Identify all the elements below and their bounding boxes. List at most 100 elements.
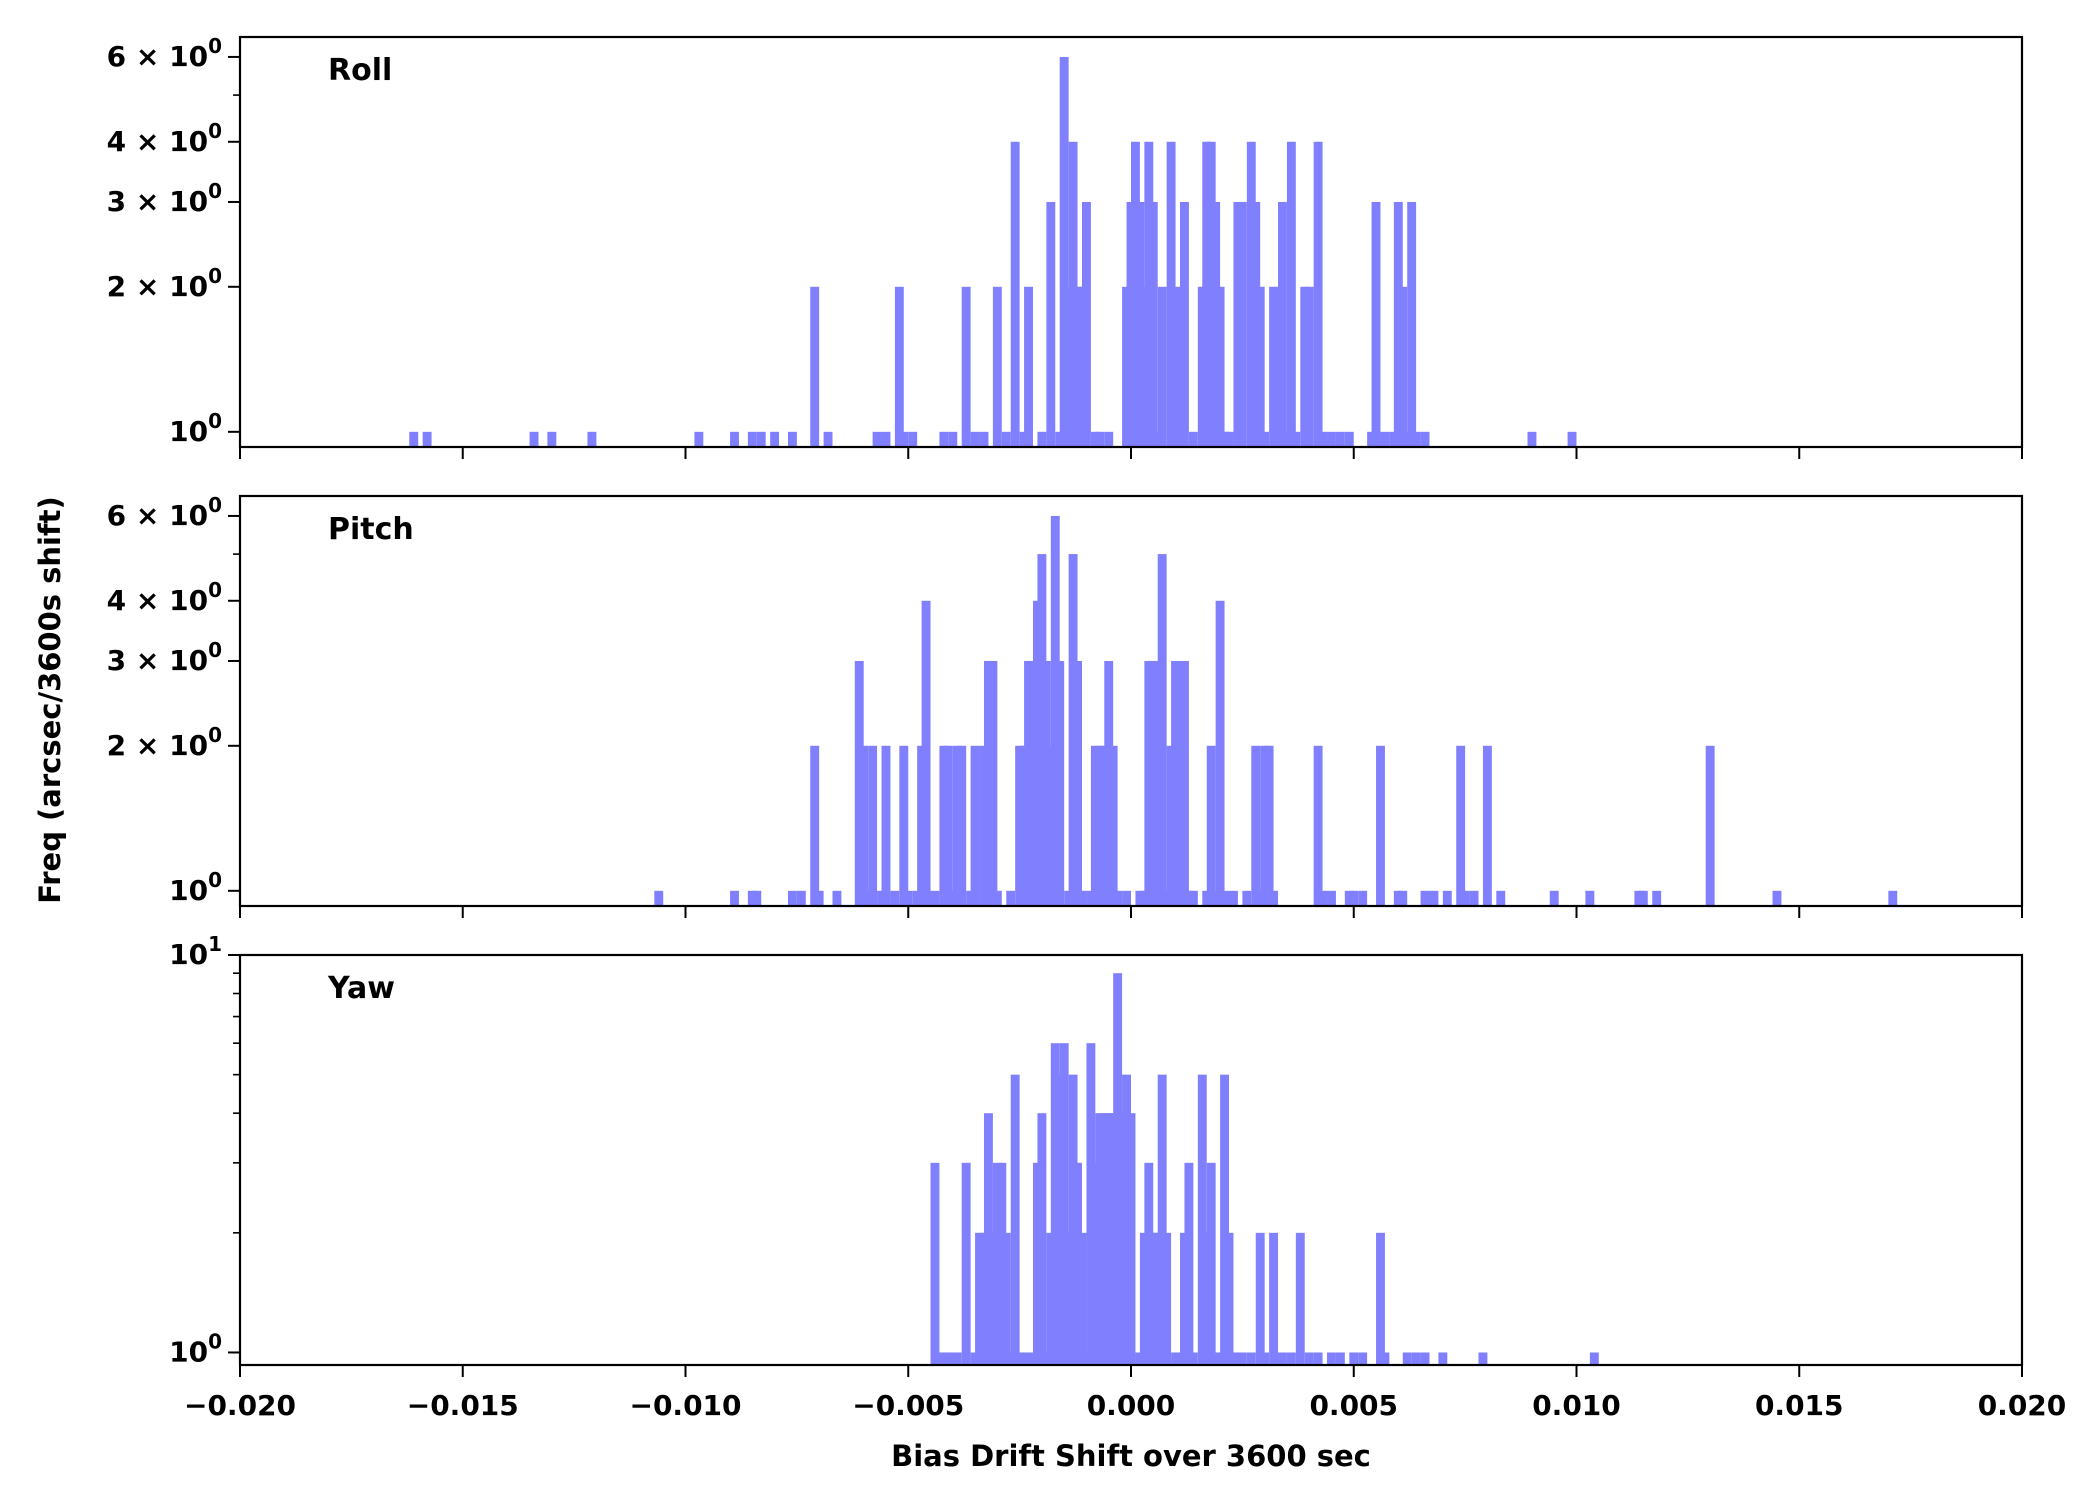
histogram-bar [1139,286,1149,447]
histogram-bar [832,890,842,906]
y-tick-label: 2 × 100 [107,723,222,762]
histogram-bar [1180,201,1189,447]
histogram-bar [1589,1352,1599,1365]
histogram-bar [1175,1352,1185,1365]
histogram-bar [1456,745,1466,906]
histogram-bar [1122,890,1131,906]
histogram-bar [1549,890,1559,906]
histogram-bar [1041,1352,1051,1365]
histogram-bar [1420,1352,1430,1365]
histogram-bar [787,431,797,447]
histogram-bar [868,745,878,906]
histogram-bar [1358,1352,1368,1365]
histogram-bar [1376,745,1385,906]
histogram-bar [979,431,989,447]
histogram-bar [1122,1074,1131,1365]
histogram-bar [1327,431,1336,447]
histogram-bar [1055,660,1065,906]
histogram-bar [1135,201,1145,447]
histogram-bar [1068,141,1078,447]
histogram-bar [1482,745,1492,906]
histogram-bar [894,286,904,447]
histogram-bar [1304,1352,1314,1365]
histogram-bar [1335,1352,1345,1365]
histogram-bar [983,1113,993,1365]
histogram-bar [747,890,757,906]
histogram-bar [1206,1162,1216,1365]
histogram-bar [796,890,806,906]
histogram-bar [1327,890,1336,906]
histogram-bar [970,431,980,447]
histogram-bar [1157,286,1167,447]
histogram-bar [1175,890,1185,906]
histogram-bar [908,431,918,447]
histogram-bar [1171,660,1181,906]
histogram-bar [939,1352,949,1365]
histogram-bar [1567,431,1577,447]
histogram-bar [930,890,940,906]
histogram-bar [1313,1352,1323,1365]
histogram-bar [1233,201,1243,447]
histogram-bar [1349,890,1359,906]
histogram-bar [1278,1352,1287,1365]
histogram-bar [1344,431,1354,447]
histogram-bar [1073,660,1082,906]
x-tick-label: 0.005 [1309,1389,1398,1422]
histogram-bar [1197,1074,1207,1365]
histogram-bar [966,890,976,906]
histogram-bar [752,890,762,906]
histogram-bar [1705,745,1715,906]
histogram-bar [1010,1074,1020,1365]
histogram-bar [1469,890,1479,906]
panel-title: Roll [328,53,392,88]
histogram-bar [1402,1352,1412,1365]
histogram-bar [787,890,797,906]
histogram-bar [1135,890,1145,906]
yaw-panel: 100 101 −0.020 −0.015 −0.010 −0.005 0.000 0.005… [169,932,2066,1422]
histogram-bar [877,890,886,906]
histogram-bar [983,660,993,906]
histogram-bar [1068,1074,1078,1365]
histogram-bar [1077,1232,1087,1365]
histogram-bar [1081,1352,1091,1365]
histogram-bar [961,1162,971,1365]
roll-panel: 100 2 × 100 3 × 100 4 × 100 6 × 100 Roll [107,34,2024,459]
histogram-bar [859,745,869,906]
histogram-bar [1269,286,1279,447]
histogram-bar [1135,1352,1145,1365]
histogram-bar [770,431,780,447]
histogram-bar [1059,56,1069,447]
histogram-bar [1286,141,1296,447]
histogram-bar [1527,431,1537,447]
histogram-bar [970,745,980,906]
histogram-bar [1215,1352,1225,1365]
y-tick-label: 6 × 100 [107,493,222,532]
histogram-bar [1344,890,1354,906]
histogram-bar [1171,286,1181,447]
histogram-bar [1157,1074,1167,1365]
histogram-bar [975,1232,984,1365]
histogram-bar [1081,201,1091,447]
histogram-bar [1246,1352,1256,1365]
histogram-bar [1496,890,1506,906]
y-tick-label: 4 × 100 [107,578,222,617]
histogram-bar [1184,1162,1194,1365]
histogram-bar [1157,554,1167,906]
histogram-bar [730,431,739,447]
panel-title: Yaw [327,971,395,1006]
histogram-bar [899,431,909,447]
histogram-bar [1180,660,1189,906]
histogram-bar [1166,745,1176,906]
histogram-bar [1055,431,1065,447]
histogram-bar [1224,431,1234,447]
y-tick-label: 100 [169,868,222,907]
histogram-bar [1318,431,1328,447]
histogram-bar [1634,890,1644,906]
histogram-bar [872,431,882,447]
histogram-bar [1086,890,1096,906]
histogram-bar [1313,745,1323,906]
histogram-bar [1246,141,1256,447]
histogram-bar [1202,890,1212,906]
histogram-bar [1024,1352,1033,1365]
histogram-bar [1148,1232,1158,1365]
